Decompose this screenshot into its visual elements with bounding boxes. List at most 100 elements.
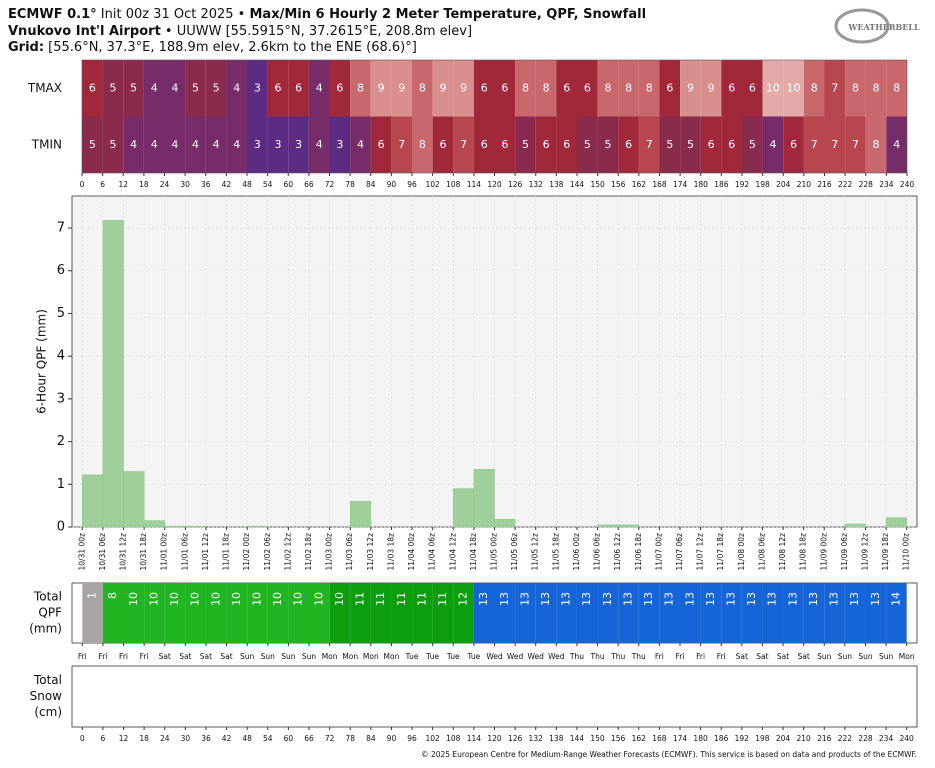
temp-cell (618, 116, 639, 173)
bar (102, 220, 124, 528)
x-tick-label: Mon (899, 652, 915, 661)
total-qpf-label: 13 (869, 592, 882, 606)
temp-label: 6 (666, 81, 673, 94)
temp-label: 6 (336, 81, 343, 94)
x-tick-label: 11/02 18z (304, 533, 313, 571)
temp-cell (308, 60, 330, 117)
temp-cell (535, 116, 557, 173)
temp-cell (473, 116, 495, 173)
temp-label: 4 (130, 138, 137, 151)
x-tick-label: 78 (345, 734, 355, 743)
total-qpf-cell (535, 583, 557, 643)
temp-label: 6 (728, 138, 735, 151)
x-tick-label: Sat (756, 652, 768, 661)
temp-cell (742, 60, 763, 117)
x-tick-label: 210 (797, 180, 812, 189)
total-qpf-label: 13 (601, 592, 614, 606)
x-tick-label: 11/06 00z (572, 533, 581, 571)
bar (123, 471, 145, 528)
x-tick-label: Thu (631, 652, 646, 661)
x-tick-label: Fri (98, 652, 107, 661)
total-qpf-cell (391, 583, 413, 643)
temp-label: 3 (254, 138, 261, 151)
y-label: (cm) (34, 705, 62, 719)
total-qpf-label: 13 (663, 592, 676, 606)
total-qpf-cell (329, 583, 351, 643)
total-qpf-cell (247, 583, 268, 643)
total-qpf-label: 13 (518, 592, 531, 606)
x-tick-label: 42 (222, 734, 232, 743)
x-tick-label: 180 (694, 180, 709, 189)
bar (473, 469, 495, 528)
total-qpf-cell (412, 583, 433, 643)
x-tick-label: 54 (263, 734, 273, 743)
x-tick-label: Fri (655, 652, 664, 661)
temp-cell (473, 60, 495, 117)
temp-cell (205, 60, 227, 117)
total-qpf-label: 10 (333, 592, 346, 606)
x-tick-label: 138 (549, 180, 564, 189)
bar (164, 525, 186, 528)
temp-cell (803, 60, 825, 117)
temp-cell (432, 116, 454, 173)
y-tick-label: 6 (57, 263, 65, 278)
temp-cell (556, 60, 577, 117)
temp-label: 9 (687, 81, 694, 94)
total-qpf-label: 13 (539, 592, 552, 606)
temp-label: 4 (192, 138, 199, 151)
x-tick-label: 174 (673, 734, 688, 743)
x-tick-label: 96 (407, 734, 417, 743)
temp-cell (577, 116, 598, 173)
total-qpf-label: 13 (683, 592, 696, 606)
header-part: ECMWF 0.1° (8, 7, 97, 22)
temp-cell (618, 60, 639, 117)
x-tick-label: 60 (283, 180, 293, 189)
temp-cell (350, 60, 371, 117)
x-tick-label: 186 (714, 180, 729, 189)
temp-label: 6 (790, 138, 797, 151)
temp-label: 6 (708, 138, 715, 151)
total-qpf-cell (432, 583, 454, 643)
temp-cell (288, 116, 309, 173)
x-tick-label: 11/07 06z (675, 533, 684, 571)
bar (844, 523, 866, 528)
x-tick-label: 11/05 00z (490, 533, 499, 571)
x-tick-label: Wed (507, 652, 524, 661)
temp-label: 8 (625, 81, 632, 94)
x-tick-label: 102 (426, 734, 441, 743)
footer: © 2025 European Centre for Medium-Range … (421, 750, 917, 759)
total-qpf-label: 10 (168, 592, 181, 606)
x-tick-label: 18 (139, 734, 149, 743)
temp-cell (515, 116, 536, 173)
temp-cell (783, 60, 804, 117)
x-tick-label: 24 (160, 180, 170, 189)
snow-bg (71, 665, 918, 728)
temp-label: 8 (873, 138, 880, 151)
x-tick-label: 11/08 00z (737, 533, 746, 571)
x-tick-label: Fri (676, 652, 685, 661)
total-qpf-cell (783, 583, 804, 643)
x-tick-label: Mon (322, 652, 338, 661)
temp-label: 7 (646, 138, 653, 151)
total-qpf-label: 13 (477, 592, 490, 606)
temp-label: 5 (687, 138, 694, 151)
total-qpf-cell (762, 583, 784, 643)
x-tick-label: 126 (508, 734, 523, 743)
temp-label: 4 (233, 81, 240, 94)
x-tick-label: 66 (304, 180, 314, 189)
temp-cell (143, 116, 165, 173)
x-tick-label: 11/06 06z (593, 533, 602, 571)
temp-label: 6 (295, 81, 302, 94)
temp-label: 4 (316, 81, 323, 94)
temp-label: 6 (728, 81, 735, 94)
temp-cell (412, 116, 433, 173)
total-qpf-cell (865, 583, 887, 643)
x-tick-label: 144 (570, 734, 585, 743)
x-tick-label: 90 (387, 180, 397, 189)
x-tick-label: 10/31 12z (119, 533, 128, 571)
x-tick-label: 72 (325, 180, 335, 189)
x-tick-label: 150 (590, 734, 605, 743)
temp-cell (721, 116, 742, 173)
temp-cell (391, 116, 412, 173)
temp-label: 5 (522, 138, 529, 151)
